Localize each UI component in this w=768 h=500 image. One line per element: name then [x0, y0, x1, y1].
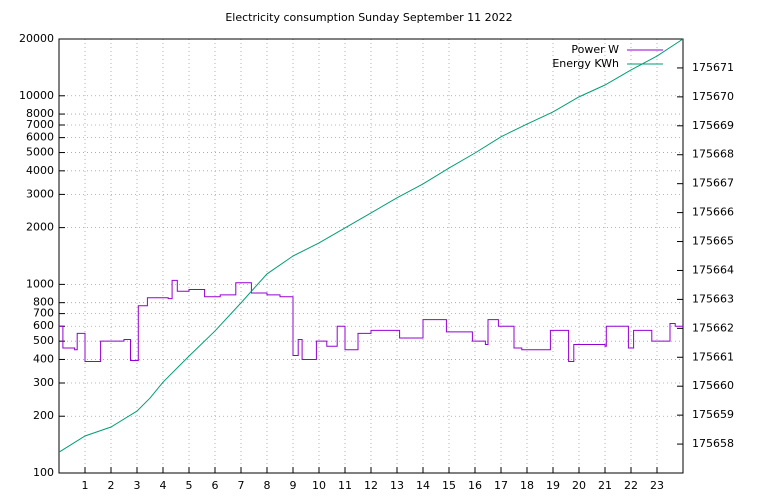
x-tick-label: 10 — [312, 479, 326, 492]
x-tick-label: 11 — [338, 479, 352, 492]
x-tick-label: 16 — [468, 479, 482, 492]
y2-tick-label: 175659 — [692, 408, 734, 421]
y2-tick-label: 175667 — [692, 177, 734, 190]
y-tick-label: 600 — [33, 319, 54, 332]
y-tick-label: 10000 — [19, 89, 54, 102]
y2-tick-label: 175664 — [692, 263, 734, 276]
legend-label: Energy KWh — [552, 57, 619, 70]
y-tick-label: 400 — [33, 352, 54, 365]
y-tick-label: 5000 — [26, 146, 54, 159]
y-tick-label: 8000 — [26, 107, 54, 120]
plot-frame — [58, 38, 684, 474]
x-tick-label: 9 — [290, 479, 297, 492]
y-tick-label: 20000 — [19, 32, 54, 45]
x-tick-label: 5 — [186, 479, 193, 492]
chart-title: Electricity consumption Sunday September… — [225, 11, 512, 24]
y2-tick-label: 175665 — [692, 235, 734, 248]
y-tick-label: 100 — [33, 466, 54, 479]
y2-tick-label: 175660 — [692, 379, 734, 392]
x-tick-label: 23 — [650, 479, 664, 492]
y2-tick-label: 175670 — [692, 90, 734, 103]
x-tick-label: 7 — [238, 479, 245, 492]
x-tick-label: 4 — [160, 479, 167, 492]
series-line — [59, 279, 683, 363]
x-tick-label: 22 — [624, 479, 638, 492]
y-tick-label: 700 — [33, 307, 54, 320]
x-tick-label: 6 — [212, 479, 219, 492]
x-tick-label: 14 — [416, 479, 430, 492]
x-tick-label: 20 — [572, 479, 586, 492]
y-tick-label: 3000 — [26, 187, 54, 200]
y2-tick-label: 175661 — [692, 350, 734, 363]
y2-tick-label: 175669 — [692, 119, 734, 132]
y-tick-label: 7000 — [26, 118, 54, 131]
y-tick-label: 2000 — [26, 221, 54, 234]
y2-tick-label: 175671 — [692, 61, 734, 74]
y2-tick-label: 175666 — [692, 206, 734, 219]
y2-tick-label: 175662 — [692, 321, 734, 334]
y-tick-label: 300 — [33, 376, 54, 389]
y-tick-label: 1000 — [26, 277, 54, 290]
y-tick-label: 4000 — [26, 164, 54, 177]
y-tick-label: 6000 — [26, 131, 54, 144]
x-tick-label: 21 — [598, 479, 612, 492]
series-line — [58, 38, 684, 453]
x-tick-label: 3 — [134, 479, 141, 492]
legend-label: Power W — [571, 43, 619, 56]
x-tick-label: 13 — [390, 479, 404, 492]
x-tick-label: 17 — [494, 479, 508, 492]
y2-tick-label: 175668 — [692, 148, 734, 161]
x-tick-label: 15 — [442, 479, 456, 492]
y2-tick-label: 175658 — [692, 437, 734, 450]
x-tick-label: 8 — [264, 479, 271, 492]
x-tick-label: 19 — [546, 479, 560, 492]
y-tick-label: 800 — [33, 296, 54, 309]
y-tick-label: 200 — [33, 409, 54, 422]
x-tick-label: 12 — [364, 479, 378, 492]
x-tick-label: 1 — [82, 479, 89, 492]
x-tick-label: 2 — [108, 479, 115, 492]
y2-tick-label: 175663 — [692, 292, 734, 305]
x-tick-label: 18 — [520, 479, 534, 492]
y-tick-label: 500 — [33, 334, 54, 347]
